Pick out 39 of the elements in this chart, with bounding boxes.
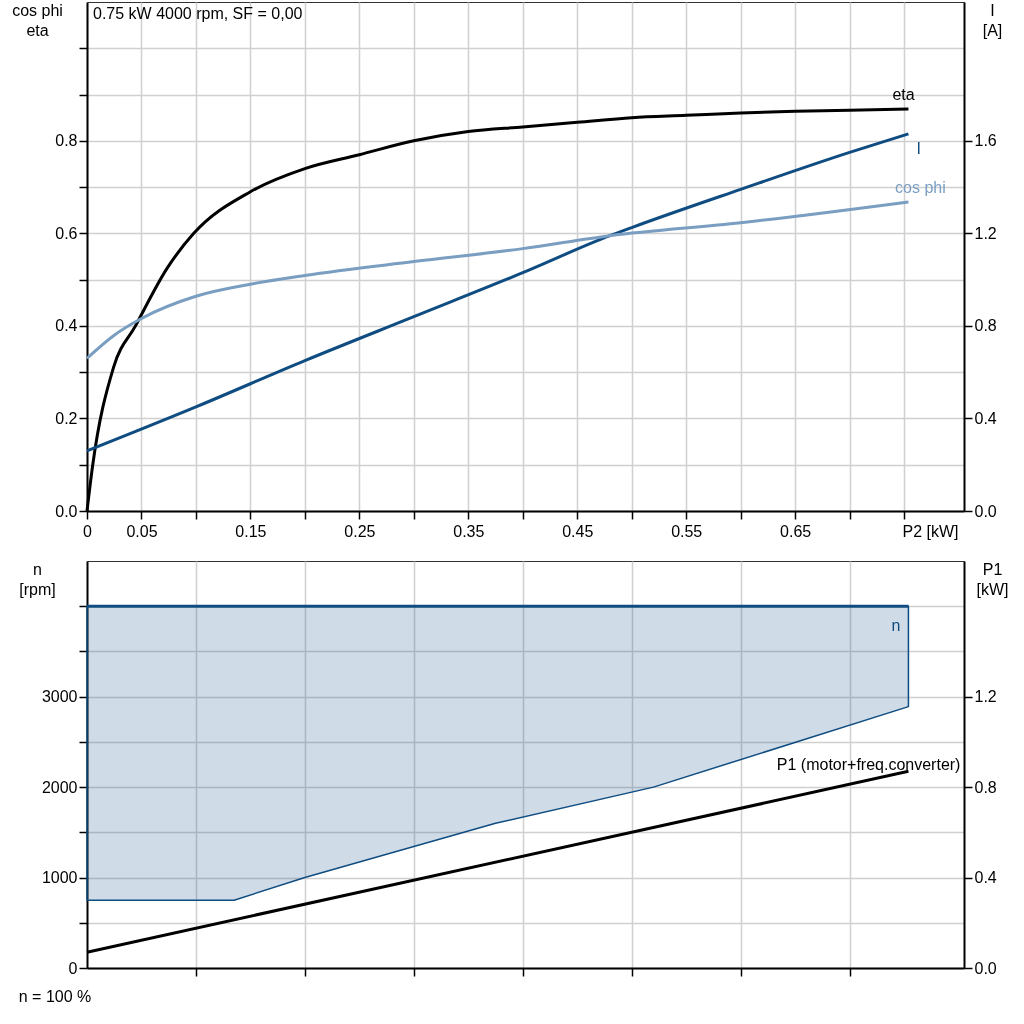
y-tick-label: 0.0 [55,502,78,520]
series-label: n [891,617,901,635]
y2-axis-title: I [A] [982,1,1003,39]
y-axis-title: n [rpm] [19,560,56,598]
y-tick-label: 2000 [41,778,78,796]
series-label: cos phi [895,178,946,196]
x-axis-title: P2 [kW] [902,522,959,540]
y-tick-label: 0 [68,959,78,977]
x-tick-label: 0.45 [562,522,594,540]
y-axis-title: cos phi eta [12,1,63,39]
y2-tick-label: 1.2 [974,688,997,706]
y-tick-label: 3000 [41,688,78,706]
y2-tick-label: 0.4 [974,409,997,427]
y2-tick-label: 1.6 [974,132,997,150]
x-tick-label: 0.15 [235,522,267,540]
y2-tick-label: 0.0 [974,502,997,520]
y2-tick-label: 0.0 [974,959,997,977]
y-tick-label: 0.2 [55,409,78,427]
x-tick-label: 0.35 [453,522,485,540]
x-tick-label: 0.25 [344,522,376,540]
x-tick-label: 0.05 [126,522,158,540]
series-label: eta [892,85,915,103]
y-tick-label: 1000 [41,869,78,887]
text: n = 100 % [18,987,92,1005]
x-tick-label: 0.55 [671,522,703,540]
y-tick-label: 0.8 [55,132,78,150]
y2-tick-label: 0.4 [974,869,997,887]
y-tick-label: 0.6 [55,224,78,242]
x-tick-label: 0.65 [780,522,812,540]
y2-tick-label: 1.2 [974,224,997,242]
chart-title: 0.75 kW 4000 rpm, SF = 0,00 [93,5,303,22]
y-tick-label: 0.4 [55,317,78,335]
y2-tick-label: 0.8 [974,317,997,335]
y2-axis-title: P1 [kW] [976,560,1009,598]
x-tick-label: 0 [83,522,93,540]
series-label: I [916,139,921,157]
line-series [85,200,910,360]
series-label: P1 (motor+freq.converter) [776,756,961,774]
y2-tick-label: 0.8 [974,778,997,796]
